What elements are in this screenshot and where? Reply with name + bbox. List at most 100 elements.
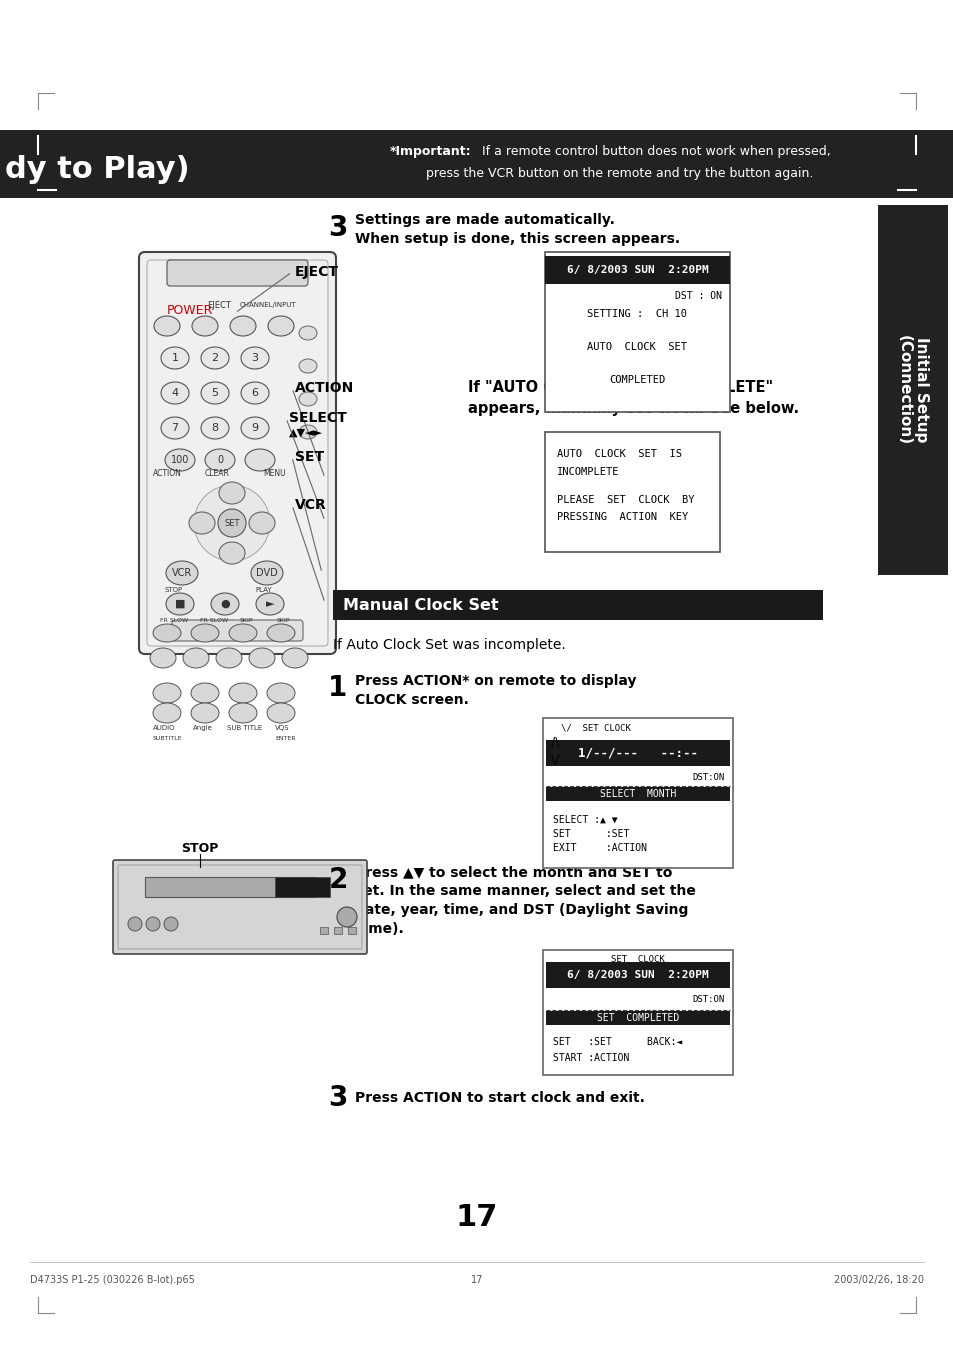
Text: 7: 7 bbox=[172, 423, 178, 434]
Text: ■: ■ bbox=[174, 598, 185, 609]
Text: appears, manually set clock. See below.: appears, manually set clock. See below. bbox=[468, 400, 799, 416]
Circle shape bbox=[146, 917, 160, 931]
Ellipse shape bbox=[219, 542, 245, 563]
Circle shape bbox=[336, 907, 356, 927]
Ellipse shape bbox=[298, 392, 316, 407]
Text: ▲▼◄►: ▲▼◄► bbox=[289, 428, 323, 438]
Text: AUTO  CLOCK  SET: AUTO CLOCK SET bbox=[587, 342, 687, 353]
Circle shape bbox=[128, 917, 142, 931]
Ellipse shape bbox=[161, 417, 189, 439]
Text: Manual Clock Set: Manual Clock Set bbox=[343, 597, 498, 612]
Ellipse shape bbox=[215, 648, 242, 667]
Ellipse shape bbox=[165, 449, 194, 471]
Text: FR SLOW: FR SLOW bbox=[200, 617, 228, 623]
Ellipse shape bbox=[191, 684, 219, 703]
Bar bbox=[348, 927, 355, 934]
Text: EJECT: EJECT bbox=[294, 265, 338, 280]
Ellipse shape bbox=[211, 593, 239, 615]
Text: DST:ON: DST:ON bbox=[692, 774, 724, 782]
Text: INCOMPLETE: INCOMPLETE bbox=[557, 467, 618, 477]
Text: 9: 9 bbox=[252, 423, 258, 434]
Text: DVD: DVD bbox=[255, 567, 277, 578]
Ellipse shape bbox=[245, 449, 274, 471]
Bar bbox=[334, 927, 341, 934]
Bar bbox=[333, 590, 822, 620]
Ellipse shape bbox=[166, 593, 193, 615]
Text: SELECT :▲ ▼: SELECT :▲ ▼ bbox=[553, 815, 617, 825]
Text: SELECT  MONTH: SELECT MONTH bbox=[599, 789, 676, 798]
Text: EJECT: EJECT bbox=[207, 300, 231, 309]
Bar bbox=[544, 253, 729, 412]
Ellipse shape bbox=[267, 684, 294, 703]
Text: Initial Setup
(Connection): Initial Setup (Connection) bbox=[896, 335, 928, 444]
Bar bbox=[542, 950, 732, 1075]
Text: 5: 5 bbox=[212, 388, 218, 399]
Bar bbox=[877, 205, 947, 576]
Text: 3: 3 bbox=[328, 213, 347, 242]
Text: EXIT     :ACTION: EXIT :ACTION bbox=[553, 843, 646, 852]
Text: DST:ON: DST:ON bbox=[692, 996, 724, 1005]
Ellipse shape bbox=[268, 316, 294, 336]
Ellipse shape bbox=[229, 624, 256, 642]
Text: SKIP: SKIP bbox=[276, 617, 291, 623]
Ellipse shape bbox=[241, 347, 269, 369]
Text: 2: 2 bbox=[328, 866, 347, 894]
Text: If Auto Clock Set was incomplete.: If Auto Clock Set was incomplete. bbox=[333, 638, 565, 653]
Text: START :ACTION: START :ACTION bbox=[553, 1052, 629, 1063]
Ellipse shape bbox=[189, 512, 214, 534]
Text: 3: 3 bbox=[252, 353, 258, 363]
Text: D4733S P1-25 (030226 B-lot).p65: D4733S P1-25 (030226 B-lot).p65 bbox=[30, 1275, 194, 1285]
Text: AUTO  CLOCK  SET  IS: AUTO CLOCK SET IS bbox=[557, 449, 681, 459]
Text: SET: SET bbox=[294, 450, 324, 463]
Text: \/  SET CLOCK: \/ SET CLOCK bbox=[560, 724, 630, 732]
Text: PLEASE  SET  CLOCK  BY: PLEASE SET CLOCK BY bbox=[557, 494, 694, 505]
Ellipse shape bbox=[282, 648, 308, 667]
FancyBboxPatch shape bbox=[139, 253, 335, 654]
Text: If "AUTO CLOCK SET IS INCOMPLETE": If "AUTO CLOCK SET IS INCOMPLETE" bbox=[468, 381, 772, 396]
Ellipse shape bbox=[150, 648, 175, 667]
Ellipse shape bbox=[192, 316, 218, 336]
Text: Angle: Angle bbox=[193, 725, 213, 731]
Ellipse shape bbox=[267, 624, 294, 642]
Ellipse shape bbox=[201, 382, 229, 404]
Text: SELECT: SELECT bbox=[289, 411, 346, 426]
Text: 17: 17 bbox=[456, 1204, 497, 1232]
Ellipse shape bbox=[205, 449, 234, 471]
Bar bbox=[544, 255, 729, 284]
Text: 1/--/---   --:--: 1/--/--- --:-- bbox=[578, 747, 698, 759]
Text: VCR: VCR bbox=[172, 567, 192, 578]
Text: PLAY: PLAY bbox=[254, 586, 272, 593]
Text: 8: 8 bbox=[212, 423, 218, 434]
Text: ACTION: ACTION bbox=[152, 469, 182, 477]
Text: SUB TITLE: SUB TITLE bbox=[227, 725, 262, 731]
Text: STOP: STOP bbox=[181, 842, 218, 854]
FancyBboxPatch shape bbox=[167, 259, 308, 286]
Ellipse shape bbox=[201, 347, 229, 369]
Text: 1: 1 bbox=[172, 353, 178, 363]
Ellipse shape bbox=[267, 703, 294, 723]
Ellipse shape bbox=[230, 316, 255, 336]
Text: Press ACTION* on remote to display: Press ACTION* on remote to display bbox=[355, 674, 636, 688]
Ellipse shape bbox=[161, 347, 189, 369]
Ellipse shape bbox=[191, 624, 219, 642]
Ellipse shape bbox=[191, 703, 219, 723]
Bar bbox=[545, 788, 729, 801]
Ellipse shape bbox=[251, 561, 283, 585]
Text: SETTING :  CH 10: SETTING : CH 10 bbox=[587, 309, 687, 319]
Text: CLEAR: CLEAR bbox=[205, 469, 230, 477]
Text: 4: 4 bbox=[172, 388, 178, 399]
Text: \/: \/ bbox=[551, 753, 558, 766]
FancyBboxPatch shape bbox=[172, 620, 303, 640]
Ellipse shape bbox=[298, 326, 316, 340]
Ellipse shape bbox=[241, 382, 269, 404]
Text: 17: 17 bbox=[471, 1275, 482, 1285]
Circle shape bbox=[218, 509, 246, 536]
Text: COMPLETED: COMPLETED bbox=[609, 376, 665, 385]
Bar bbox=[545, 1011, 729, 1025]
Bar bbox=[544, 432, 720, 553]
Text: VCR: VCR bbox=[294, 499, 327, 512]
Text: 3: 3 bbox=[328, 1084, 347, 1112]
Bar bbox=[319, 927, 328, 934]
Text: 1: 1 bbox=[328, 674, 347, 703]
Text: SUBTITLE: SUBTITLE bbox=[152, 735, 182, 740]
